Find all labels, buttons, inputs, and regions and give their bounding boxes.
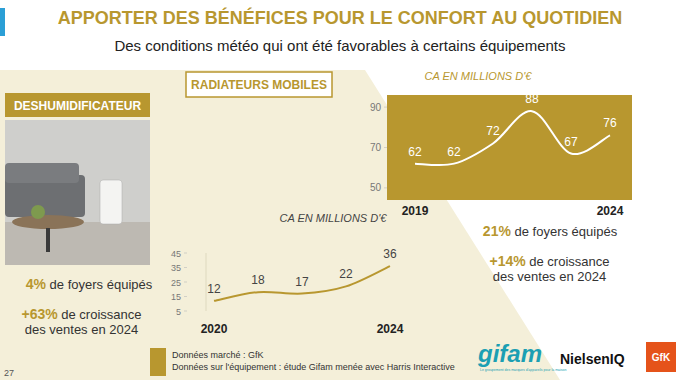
source-note: Données sur l'équipement : étude Gifam m… <box>172 362 455 372</box>
page-number: 27 <box>4 368 14 378</box>
data-label: 22 <box>339 267 353 281</box>
y-tick <box>184 282 187 283</box>
data-label: 18 <box>251 273 265 287</box>
panel-label-box <box>5 93 150 117</box>
y-tick <box>184 253 187 254</box>
y-tick-label: 5 <box>176 307 181 317</box>
data-label: 62 <box>408 145 422 159</box>
logo-gfk-box <box>646 342 676 372</box>
data-label: 17 <box>295 275 309 289</box>
chart-title: CA EN MILLIONS D'€ <box>280 212 388 224</box>
y-tick <box>184 296 187 297</box>
photo-table <box>12 215 84 229</box>
y-tick-label: 25 <box>171 278 181 288</box>
x-tick-label: 2019 <box>402 204 429 218</box>
photo-floor <box>5 222 150 265</box>
y-tick-label: 90 <box>370 102 382 113</box>
source-note: Données marché : GfK <box>172 350 264 360</box>
data-label: 76 <box>603 116 617 130</box>
stat-text: de foyers équipés <box>515 224 618 239</box>
y-tick <box>184 267 187 268</box>
stat: 21% de foyers équipés <box>470 224 630 239</box>
photo-plant <box>31 205 45 219</box>
stat: +14% de croissance des ventes en 2024 <box>482 254 617 284</box>
chart-title: CA EN MILLIONS D'€ <box>425 70 533 82</box>
stat-text: de foyers équipés <box>50 277 153 292</box>
y-tick-label: 35 <box>171 263 181 273</box>
panel-label: DESHUMIDIFICATEUR <box>14 99 141 113</box>
stat-figure: 21% <box>483 223 511 239</box>
y-tick <box>384 107 387 108</box>
y-tick-label: 70 <box>370 142 382 153</box>
panel-label-box <box>186 72 332 97</box>
y-tick-label: 45 <box>171 249 181 259</box>
stat-figure: +14% <box>489 253 525 269</box>
series-group <box>214 266 390 301</box>
data-label: 12 <box>207 282 221 296</box>
data-label: 36 <box>383 247 397 261</box>
logo-gfk: GfK <box>652 352 671 363</box>
y-tick <box>384 147 387 148</box>
stat-figure: 4% <box>26 276 46 292</box>
slide-title: APPORTER DES BÉNÉFICES POUR LE CONFORT A… <box>0 8 680 29</box>
photo-sofa-back <box>5 163 79 183</box>
series-line <box>214 266 390 301</box>
stat: +63% de croissance des ventes en 2024 <box>14 307 149 337</box>
photo-table-leg <box>46 228 50 252</box>
x-tick-label: 2024 <box>377 322 404 336</box>
series-line <box>415 111 610 165</box>
plot-area <box>387 95 632 200</box>
chart: CA EN MILLIONS D'€ 5 15 25 35 45 2020 2024 12 18 1… <box>171 212 404 336</box>
x-tick-label: 2024 <box>597 204 624 218</box>
data-label: 67 <box>564 135 578 149</box>
data-label: 88 <box>525 92 539 106</box>
logo-gifam: gifam <box>478 340 542 368</box>
data-label: 72 <box>486 124 500 138</box>
stat-figure: +63% <box>21 306 57 322</box>
photo <box>5 120 150 265</box>
footer-mark <box>150 348 166 376</box>
panel-label: RADIATEURS MOBILES <box>191 78 327 92</box>
y-tick-label: 50 <box>370 182 382 193</box>
accent-bar <box>0 8 5 36</box>
y-tick <box>384 187 387 188</box>
series-group <box>415 111 610 165</box>
x-tick-label: 2020 <box>201 322 228 336</box>
chart: CA EN MILLIONS D'€ 50 70 90 2019 2024 62 62 72 88… <box>370 70 632 218</box>
logo-nielseniq: NielsenIQ <box>560 351 625 367</box>
stat: 4% de foyers équipés <box>14 277 164 292</box>
slide-subtitle: Des conditions météo qui ont été favorab… <box>0 37 680 54</box>
photo-wall <box>5 120 150 265</box>
y-tick-label: 15 <box>171 292 181 302</box>
photo-dehumidifier <box>100 180 122 224</box>
y-tick <box>184 311 187 312</box>
data-label: 62 <box>447 145 461 159</box>
logo-tagline: Le groupement des marques d'appareils po… <box>480 368 566 372</box>
